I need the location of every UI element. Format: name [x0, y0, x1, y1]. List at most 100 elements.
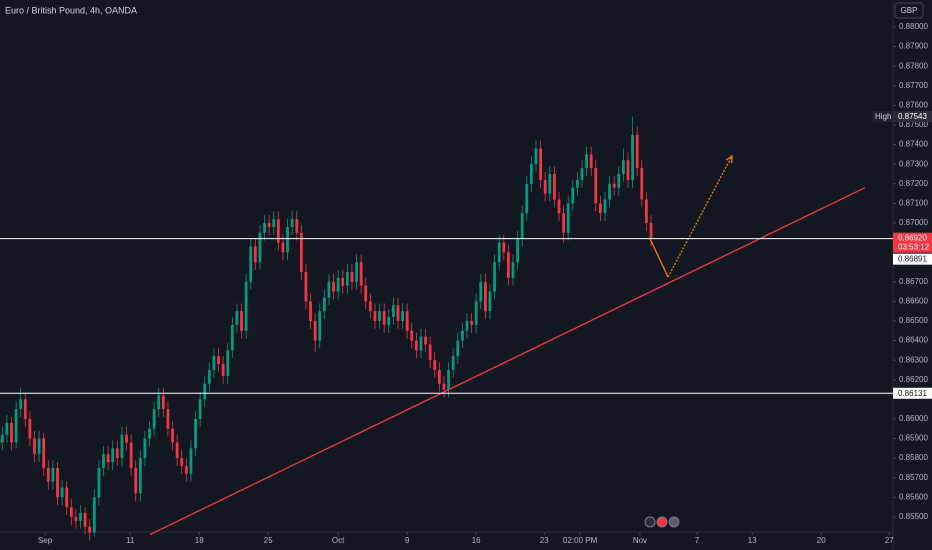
candle-body — [166, 409, 170, 429]
icon[interactable] — [644, 516, 656, 528]
candle-body — [148, 428, 151, 439]
candle-body — [410, 330, 414, 341]
candle-body — [534, 148, 538, 165]
candle-body — [405, 311, 409, 331]
candle-body — [14, 409, 18, 443]
high-name: High — [875, 112, 891, 121]
candle-body — [157, 395, 161, 410]
candle-body — [230, 324, 234, 351]
candle-body — [465, 320, 469, 331]
candle-body — [290, 219, 294, 227]
y-tick-label: 0.88000 — [899, 22, 928, 31]
y-tick-label: 0.87200 — [899, 179, 928, 188]
candle-body — [286, 226, 289, 253]
y-tick-label: 0.86500 — [899, 316, 928, 325]
x-tick-label: 11 — [126, 536, 135, 545]
candle-body — [65, 487, 69, 508]
candle-body — [493, 262, 496, 292]
candle-body — [125, 434, 128, 443]
high-label: 0.87543 — [898, 112, 927, 121]
candle-body — [134, 467, 138, 494]
x-tick-label: 23 — [540, 536, 549, 545]
y-tick-label: 0.85600 — [899, 492, 928, 501]
candle-body — [387, 317, 391, 325]
candle-body — [626, 160, 630, 180]
icon[interactable] — [668, 516, 680, 528]
candle-body — [539, 148, 542, 180]
candle-body — [171, 428, 174, 443]
candle-body — [115, 448, 119, 459]
candle-body — [355, 262, 358, 282]
candle-body — [281, 242, 285, 253]
candle-body — [299, 232, 303, 272]
x-tick-label: 13 — [748, 536, 757, 545]
candle-body — [51, 467, 55, 482]
candle-body — [621, 160, 625, 175]
support-label: 0.86131 — [898, 389, 927, 398]
candle-body — [520, 213, 524, 239]
candle-body — [451, 356, 455, 370]
candle-body — [433, 360, 437, 370]
high-name-box — [872, 111, 893, 123]
candle-body — [309, 301, 312, 321]
candle-body — [295, 219, 299, 233]
candle-body — [244, 281, 248, 331]
candle-body — [106, 454, 110, 463]
candle-body — [46, 467, 50, 482]
candle-body — [488, 291, 492, 312]
candle-body — [506, 252, 510, 278]
y-tick-label: 0.87300 — [899, 159, 928, 168]
candle-body — [102, 454, 105, 468]
projection-arrowhead — [725, 154, 733, 163]
candle-body — [631, 134, 634, 180]
y-tick-label: 0.87900 — [899, 42, 928, 51]
candle-body — [470, 320, 473, 325]
candle-body — [56, 467, 59, 498]
y-tick-label: 0.86000 — [899, 414, 928, 423]
high-box — [893, 111, 932, 123]
currency-label[interactable]: GBP — [901, 6, 918, 15]
y-tick-label: 0.87000 — [899, 218, 928, 227]
candle-body — [10, 422, 13, 443]
candle-body — [645, 199, 648, 223]
candle-body — [69, 507, 73, 517]
last-price-box — [893, 232, 932, 253]
candle-body — [249, 246, 253, 282]
currency-button[interactable] — [894, 2, 924, 19]
candle-body — [304, 271, 308, 302]
candle-body — [19, 399, 23, 410]
candle-body — [253, 246, 257, 263]
candle-body — [198, 399, 202, 419]
candle-body — [327, 281, 331, 298]
y-tick-label: 0.86300 — [899, 355, 928, 364]
candle-body — [442, 383, 446, 390]
x-tick-label: 20 — [817, 536, 826, 545]
y-tick-label: 0.87600 — [899, 101, 928, 110]
candle-body — [424, 336, 427, 345]
x-tick-label: 16 — [472, 536, 481, 545]
candle-body — [516, 238, 519, 263]
candle-body — [240, 311, 243, 331]
candle-body — [447, 369, 450, 390]
candle-body — [235, 311, 239, 325]
candle-body — [276, 219, 280, 243]
icon[interactable] — [656, 516, 668, 528]
y-tick-label: 0.85900 — [899, 434, 928, 443]
y-tick-label: 0.86600 — [899, 296, 928, 305]
candle-body — [617, 174, 621, 188]
candle-body — [217, 356, 220, 365]
y-tick-label: 0.86200 — [899, 375, 928, 384]
candle-body — [359, 262, 363, 286]
candle-body — [580, 168, 584, 180]
candle-body — [368, 301, 372, 312]
candle-body — [635, 134, 639, 169]
candle-body — [382, 311, 386, 325]
candle-body — [497, 242, 501, 263]
candle-body — [608, 183, 611, 200]
candle-body — [598, 203, 602, 214]
x-tick-label: Oct — [332, 536, 345, 545]
candle-body — [88, 526, 92, 533]
candle-body — [189, 448, 193, 474]
candle-body — [460, 330, 464, 341]
